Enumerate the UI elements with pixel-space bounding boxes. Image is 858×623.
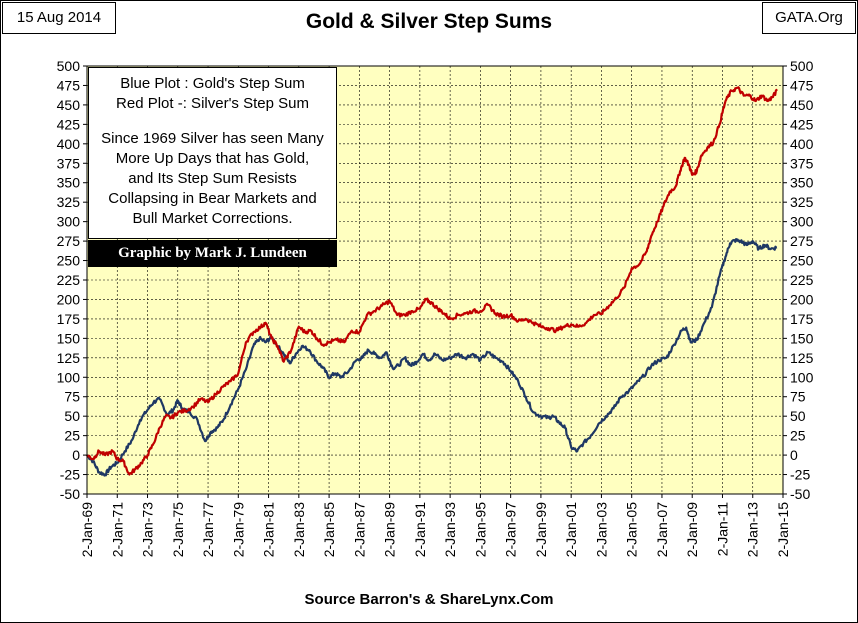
x-tick-label: 2-Jan-73 [140,502,156,557]
x-tick-label: 2-Jan-99 [533,502,549,557]
y-tick-label: 375 [57,155,81,171]
x-tick-label: 2-Jan-89 [382,502,398,557]
y-tick-label-right: 175 [790,311,814,327]
y-tick-label: 0 [72,447,80,463]
y-tick-label: 175 [57,311,81,327]
legend-note-line-1: Since 1969 Silver has seen Many [101,130,324,147]
y-tick-label: 450 [57,97,81,113]
y-tick-label: -25 [60,467,80,483]
x-tick-label: 2-Jan-01 [563,502,579,557]
plot-border [86,65,784,495]
y-tick-label: 100 [57,369,81,385]
x-tick-label: 2-Jan-97 [503,502,519,557]
y-tick-label: 300 [57,214,81,230]
y-tick-label: 325 [57,194,81,210]
x-tick-label: 2-Jan-77 [200,502,216,557]
series-group [86,86,778,477]
y-tick-label: 225 [57,272,81,288]
legend-gold-label: Blue Plot : Gold's Step Sum [120,75,305,92]
silver-series-line [86,86,778,476]
legend-box: Blue Plot : Gold's Step Sum Red Plot -: … [88,67,337,239]
date-label: 15 Aug 2014 [2,2,116,34]
y-tick-label-right: 450 [790,97,814,113]
footer-source: Source Barron's & ShareLynx.Com [304,591,554,608]
y-tick-label-right: 350 [790,175,814,191]
x-tick-label: 2-Jan-69 [79,502,95,557]
y-tick-label-right: 100 [790,369,814,385]
y-tick-label: 475 [57,77,81,93]
y-tick-label: 25 [64,428,80,444]
y-tick-label-right: 200 [790,291,814,307]
x-tick-label: 2-Jan-91 [412,502,428,557]
y-axis-right: -50 -25 0 25 50 75 100 125 150 175 200 225 250 275 300… [783,58,814,502]
y-tick-label-right: 25 [790,428,806,444]
y-tick-label-right: 50 [790,408,806,424]
y-tick-label: 250 [57,253,81,269]
y-tick-label: 125 [57,350,81,366]
y-tick-label-right: 400 [790,136,814,152]
y-tick-label-right: 300 [790,214,814,230]
x-axis: 2-Jan-69 2-Jan-71 2-Jan-73 2-Jan-75 2-Jan-77… [79,494,791,557]
x-tick-label: 2-Jan-95 [472,502,488,557]
x-tick-label: 2-Jan-07 [654,502,670,557]
legend-silver-label: Red Plot -: Silver's Step Sum [116,95,309,112]
y-tick-label: -50 [60,486,80,502]
y-axis-left: -50 -25 0 25 50 75 100 125 150 175 200 225 250 275 300… [57,58,87,502]
y-tick-label-right: 325 [790,194,814,210]
chart-title: Gold & Silver Step Sums [305,10,553,33]
x-tick-label: 2-Jan-09 [684,502,700,557]
legend-note-line-4: Collapsing in Bear Markets and [108,190,317,207]
legend-note-line-5: Bull Market Corrections. [132,210,293,227]
x-tick-label: 2-Jan-71 [109,502,125,557]
credit-label: Graphic by Mark J. Lundeen [88,240,337,267]
y-tick-label: 500 [57,58,81,74]
y-tick-label-right: -25 [790,467,810,483]
y-tick-label-right: 250 [790,253,814,269]
x-tick-label: 2-Jan-11 [714,502,730,556]
x-tick-label: 2-Jan-83 [291,502,307,557]
x-tick-label: 2-Jan-93 [442,502,458,557]
y-tick-label-right: 75 [790,389,806,405]
x-tick-label: 2-Jan-15 [775,502,791,557]
y-tick-label-right: 125 [790,350,814,366]
y-tick-label-right: 275 [790,233,814,249]
source-tag: GATA.Org [762,2,856,34]
x-tick-label: 2-Jan-13 [745,502,761,557]
y-tick-label: 350 [57,175,81,191]
y-tick-label: 50 [64,408,80,424]
y-tick-label: 275 [57,233,81,249]
y-tick-label: 150 [57,330,81,346]
legend-note-line-2: More Up Days that has Gold, [115,150,310,167]
y-tick-label-right: -50 [790,486,810,502]
x-tick-label: 2-Jan-79 [230,502,246,557]
legend-note-line-3: and Its Step Sum Resists [128,170,297,187]
x-tick-label: 2-Jan-03 [593,502,609,557]
x-tick-label: 2-Jan-05 [624,502,640,557]
x-tick-label: 2-Jan-75 [170,502,186,557]
x-tick-label: 2-Jan-87 [351,502,367,557]
y-tick-label: 400 [57,136,81,152]
y-tick-label: 75 [64,389,80,405]
y-tick-label-right: 225 [790,272,814,288]
y-tick-label: 425 [57,116,81,132]
y-tick-label: 200 [57,291,81,307]
y-tick-label-right: 150 [790,330,814,346]
y-tick-label-right: 425 [790,116,814,132]
x-tick-label: 2-Jan-81 [261,502,277,557]
y-tick-label-right: 500 [790,58,814,74]
x-tick-label: 2-Jan-85 [321,502,337,557]
y-tick-label-right: 475 [790,77,814,93]
y-tick-label-right: 375 [790,155,814,171]
y-tick-label-right: 0 [790,447,798,463]
gold-series-line [86,238,778,477]
